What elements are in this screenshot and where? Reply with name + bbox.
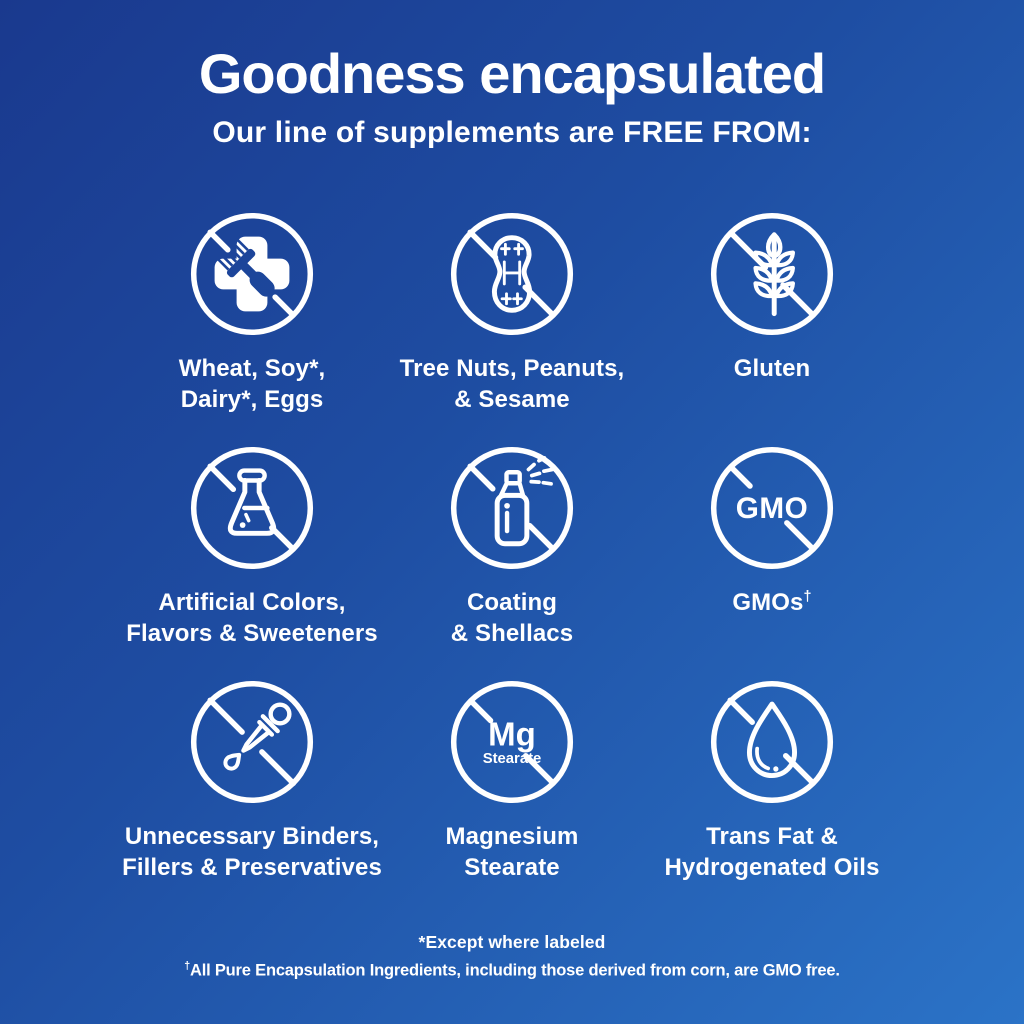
grid-item-magnesium-stearate: Mg Stearate Magnesium Stearate: [382, 676, 642, 884]
grid-item-unnecessary-binders: Unnecessary Binders, Fillers & Preservat…: [122, 676, 382, 884]
grid-item-label: Tree Nuts, Peanuts, & Sesame: [399, 355, 625, 413]
page-title: Goodness encapsulated: [198, 42, 826, 105]
gmo-badge-text: GMO: [736, 492, 809, 525]
no-nuts-icon: [450, 213, 574, 336]
mg-badge-text: Mg: [488, 716, 536, 753]
grid-item-label: Magnesium Stearate: [445, 823, 579, 881]
no-coating-icon: [450, 447, 574, 570]
grid-item-label: Coating & Shellacs: [450, 589, 574, 647]
no-gluten-icon: [710, 213, 834, 336]
grid-item-tree-nuts-peanuts-sesame: Tree Nuts, Peanuts, & Sesame: [382, 208, 642, 416]
footnotes: *Except where labeled †All Pure Encapsul…: [184, 932, 840, 981]
grid-item-trans-fat: Trans Fat & Hydrogenated Oils: [642, 676, 902, 884]
free-from-grid: Wheat, Soy*, Dairy*, Eggs Tree Nuts, Pea…: [122, 208, 902, 884]
grid-item-label: Artificial Colors, Flavors & Sweeteners: [126, 589, 378, 647]
page-subtitle: Our line of supplements are FREE FROM:: [212, 116, 812, 150]
no-binders-icon: [190, 681, 314, 804]
grid-item-gluten: Gluten: [642, 208, 902, 416]
grid-item-label: Unnecessary Binders, Fillers & Preservat…: [122, 823, 382, 881]
grid-item-wheat-soy-dairy-eggs: Wheat, Soy*, Dairy*, Eggs: [122, 208, 382, 416]
footnote-gmo-free: †All Pure Encapsulation Ingredients, inc…: [184, 960, 840, 980]
no-wheat-soy-dairy-eggs-icon: [190, 213, 314, 336]
no-trans-fat-icon: [710, 681, 834, 804]
footnote-except-where-labeled: *Except where labeled: [418, 932, 606, 953]
grid-item-label: Trans Fat & Hydrogenated Oils: [664, 823, 880, 881]
mg-badge-subtext: Stearate: [483, 751, 542, 767]
grid-item-artificial-colors: Artificial Colors, Flavors & Sweeteners: [122, 442, 382, 650]
grid-item-coating-shellacs: Coating & Shellacs: [382, 442, 642, 650]
no-artificial-colors-icon: [190, 447, 314, 570]
grid-item-gmos: GMO GMOs†: [642, 442, 902, 650]
grid-item-label: GMOs†: [732, 589, 812, 617]
grid-item-label: Gluten: [733, 355, 811, 383]
no-mg-stearate-icon: Mg Stearate: [450, 681, 574, 804]
grid-item-label: Wheat, Soy*, Dairy*, Eggs: [178, 355, 326, 413]
no-gmo-icon: GMO: [710, 447, 834, 570]
